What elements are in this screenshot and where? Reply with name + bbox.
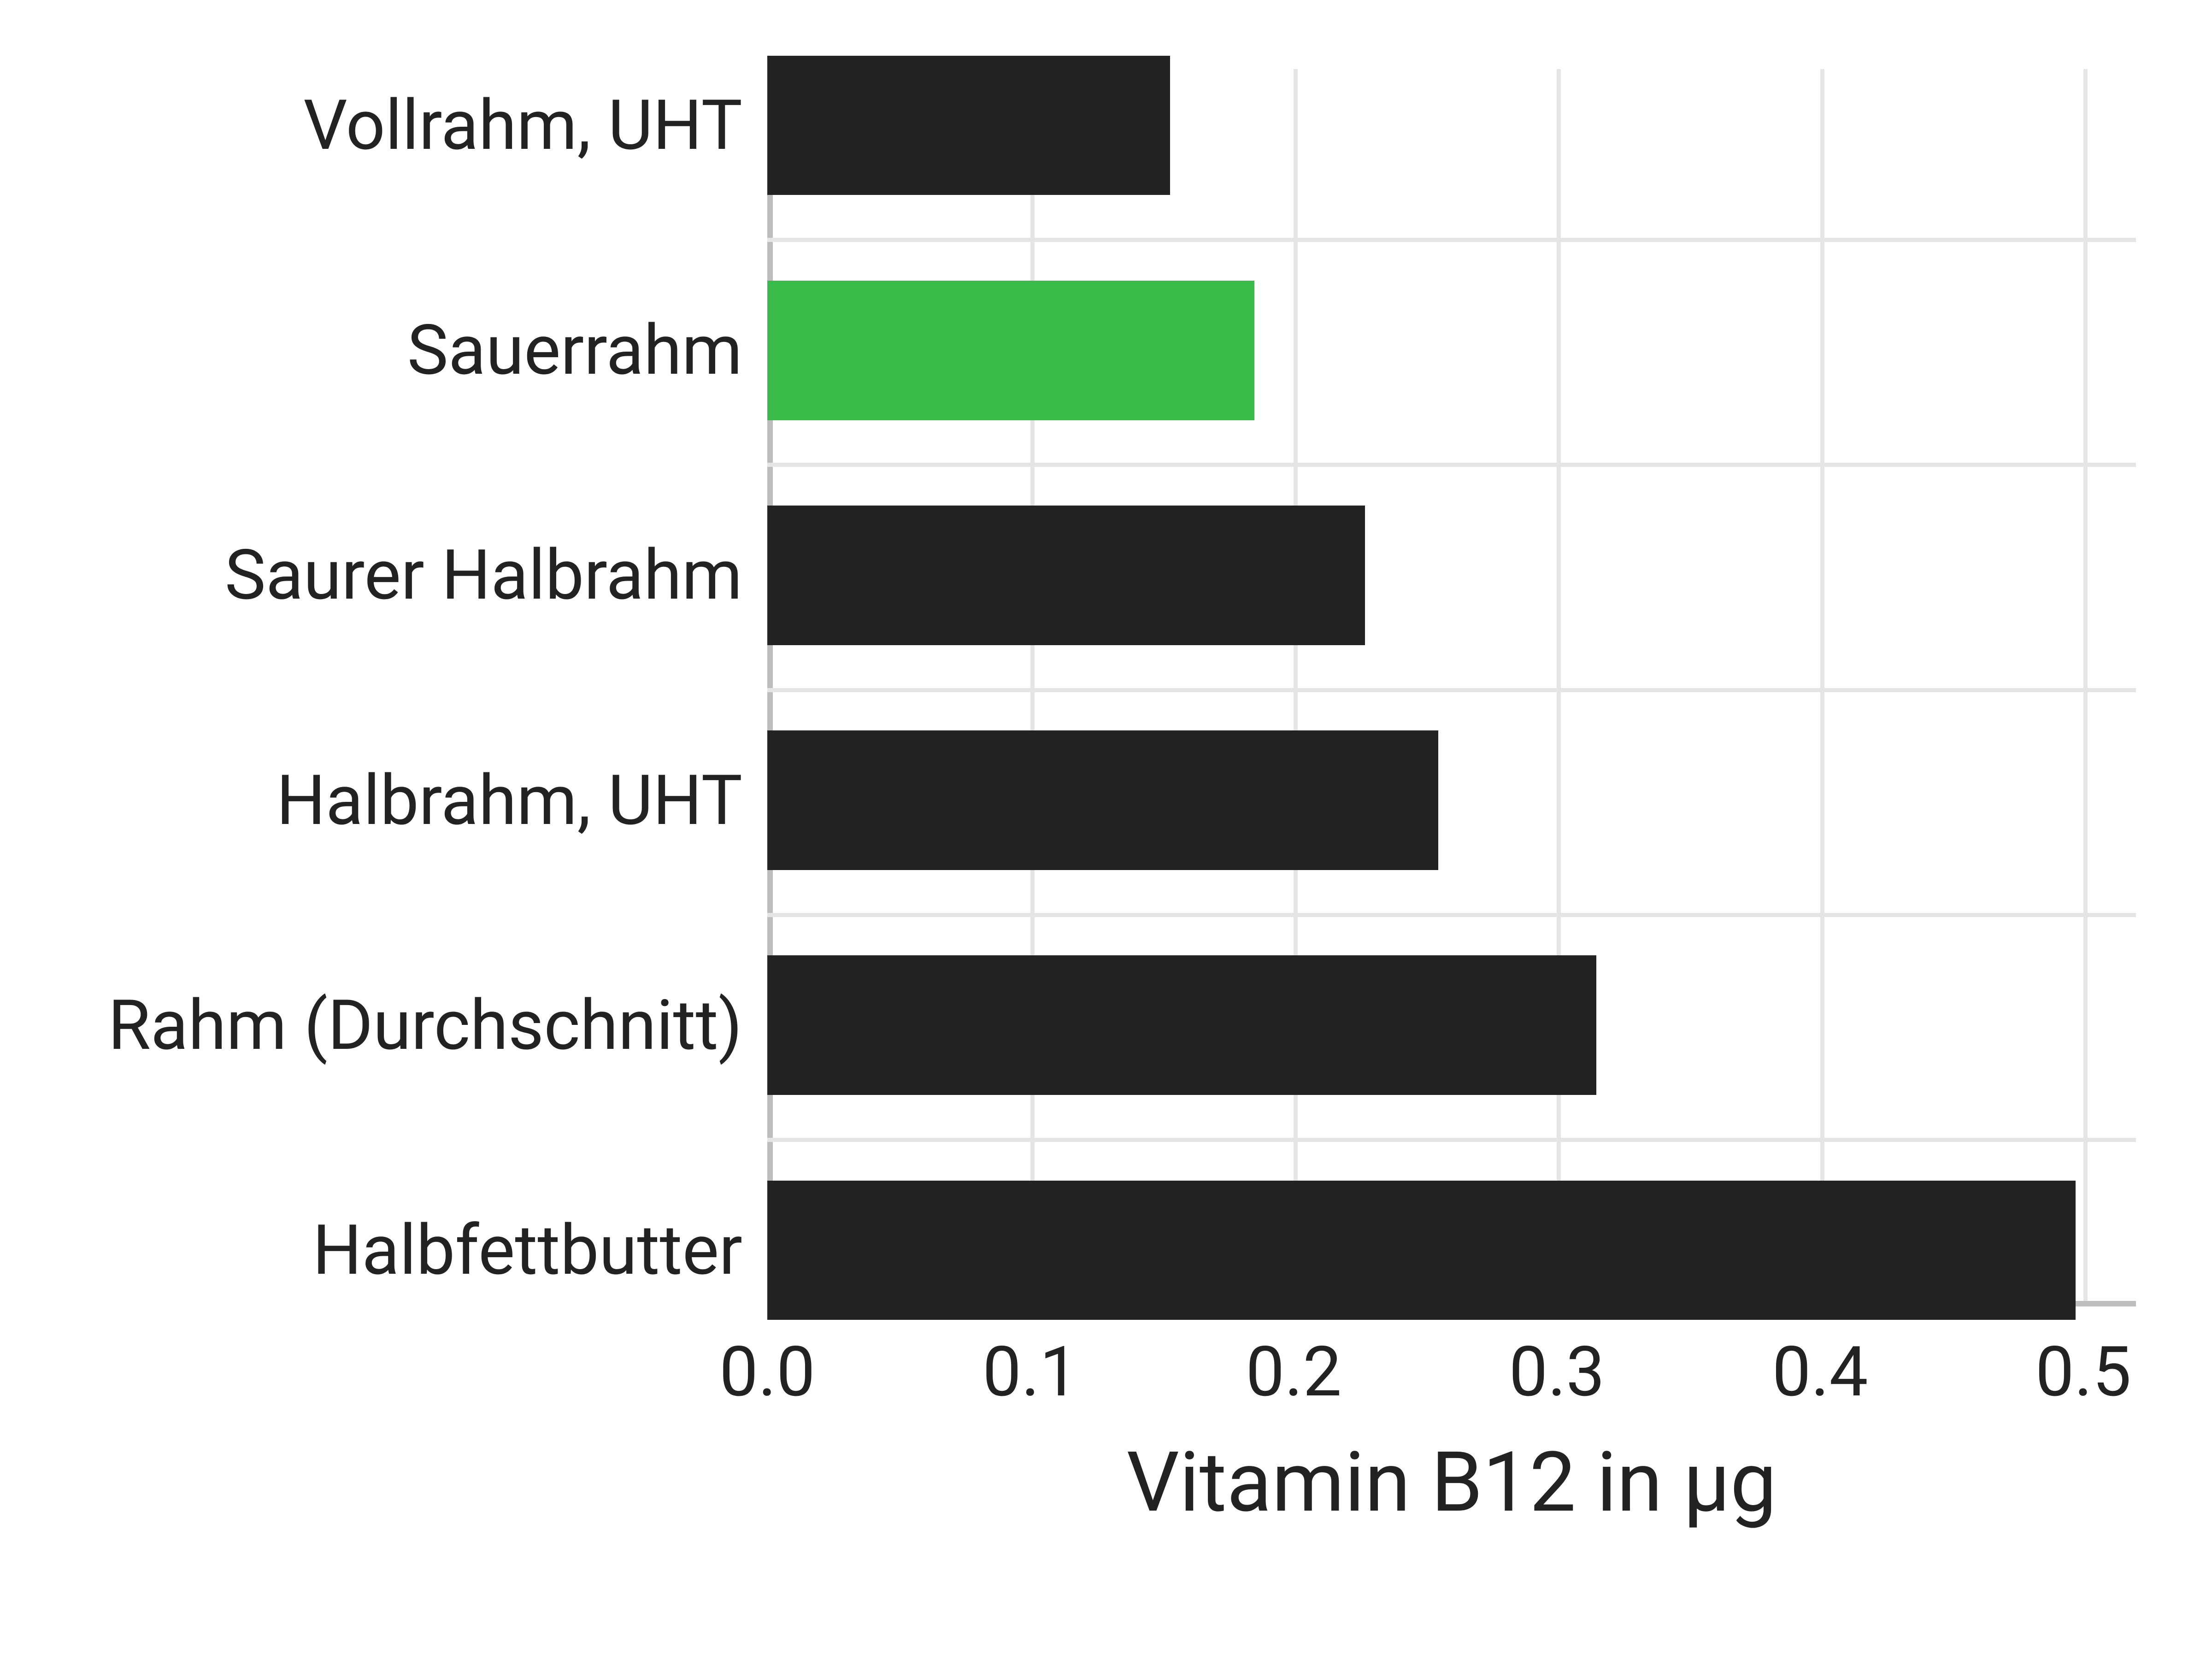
y-tick-label: Rahm (Durchschnitt) xyxy=(108,985,742,1066)
x-tick-label: 0.0 xyxy=(719,1331,815,1412)
x-tick-label: 0.2 xyxy=(1246,1331,1341,1412)
bar xyxy=(767,281,1254,420)
grid-line-horizontal xyxy=(767,1138,2136,1142)
bar xyxy=(767,1181,2076,1320)
x-tick-label: 0.1 xyxy=(982,1331,1078,1412)
grid-line-horizontal xyxy=(767,913,2136,917)
x-tick-label: 0.5 xyxy=(2036,1331,2131,1412)
y-tick-label: Saurer Halbrahm xyxy=(225,535,742,616)
x-tick-label: 0.4 xyxy=(1772,1331,1868,1412)
chart-container: Vollrahm, UHT Sauerrahm Saurer Halbrahm Hal… xyxy=(0,0,2212,1659)
grid-line-horizontal xyxy=(767,688,2136,692)
bar xyxy=(767,506,1365,645)
y-tick-label: Sauerrahm xyxy=(407,310,742,391)
grid-line-horizontal xyxy=(767,463,2136,467)
y-tick-label: Vollrahm, UHT xyxy=(303,85,742,166)
x-axis-title: Vitamin B12 in µg xyxy=(1127,1434,1777,1531)
grid-line-horizontal xyxy=(767,238,2136,242)
bar xyxy=(767,56,1170,195)
x-tick-label: 0.3 xyxy=(1509,1331,1605,1412)
y-tick-label: Halbfettbutter xyxy=(312,1210,742,1291)
bar xyxy=(767,955,1596,1095)
plot-area xyxy=(767,69,2136,1306)
bar xyxy=(767,730,1438,870)
y-tick-label: Halbrahm, UHT xyxy=(276,760,742,841)
